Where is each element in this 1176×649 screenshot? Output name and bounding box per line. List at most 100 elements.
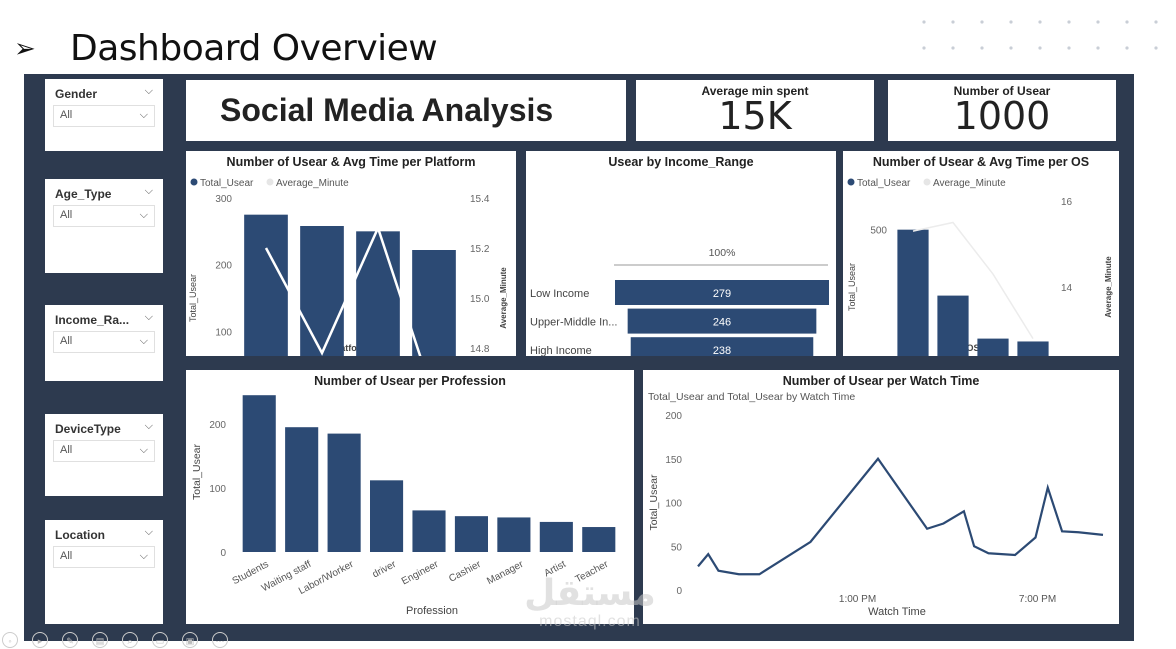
decorative-dot bbox=[951, 46, 955, 50]
chevron-down-icon[interactable]: ⌵ bbox=[144, 85, 153, 97]
pen-icon[interactable]: ✎ bbox=[62, 632, 78, 648]
y-tick-label: 200 bbox=[665, 411, 682, 422]
zoom-icon[interactable]: ⌕ bbox=[122, 632, 138, 648]
kpi-label: Average min spent bbox=[701, 84, 809, 98]
y-tick-label: 300 bbox=[215, 194, 232, 205]
decorative-dot bbox=[1009, 20, 1013, 24]
chevron-down-icon[interactable]: ⌵ bbox=[144, 526, 153, 538]
decorative-dot bbox=[1125, 46, 1129, 50]
slicer-dropdown[interactable]: All ⌵ bbox=[53, 205, 155, 227]
y2-tick-label: 16 bbox=[1061, 197, 1073, 208]
bar bbox=[897, 229, 929, 356]
decorative-dot bbox=[1038, 46, 1042, 50]
decorative-dot bbox=[922, 20, 926, 24]
funnel-value: 238 bbox=[713, 345, 731, 356]
y-tick-label: 150 bbox=[665, 455, 682, 466]
circle-icon[interactable]: ◦ bbox=[2, 632, 18, 648]
slicer-location[interactable]: Location ⌵ All ⌵ bbox=[45, 520, 163, 624]
chevron-down-icon[interactable]: ⌵ bbox=[139, 209, 148, 221]
chart-subtitle: Total_Usear and Total_Usear by Watch Tim… bbox=[648, 391, 855, 403]
legend-marker-avg bbox=[923, 178, 931, 186]
watermark-logo-text: mostaql.com bbox=[539, 613, 641, 630]
slicer-income-range[interactable]: Income_Ra... ⌵ All ⌵ bbox=[45, 305, 163, 381]
y2-tick-label: 15.2 bbox=[470, 244, 490, 255]
slicer-value: All bbox=[60, 550, 73, 562]
bar bbox=[582, 527, 616, 552]
slicer-dropdown[interactable]: All ⌵ bbox=[53, 331, 155, 353]
y-tick-label: 0 bbox=[676, 586, 682, 597]
funnel-bar bbox=[630, 337, 814, 356]
chart-title: Number of Usear & Avg Time per Platform bbox=[226, 155, 476, 169]
chevron-down-icon[interactable]: ⌵ bbox=[139, 550, 148, 562]
funnel-bar bbox=[615, 280, 829, 305]
slicer-dropdown[interactable]: All ⌵ bbox=[53, 440, 155, 462]
camera-icon[interactable]: ▣ bbox=[182, 632, 198, 648]
platform-chart-card[interactable]: Number of Usear & Avg Time per Platform … bbox=[186, 151, 516, 356]
watch-time-chart-card[interactable]: Number of Usear per Watch Time Total_Use… bbox=[643, 370, 1119, 624]
watch-time-line bbox=[697, 456, 1104, 576]
y-tick-label: 100 bbox=[209, 484, 226, 495]
arrow-bullet-icon: ➢ bbox=[14, 34, 36, 64]
slicer-dropdown[interactable]: All ⌵ bbox=[53, 105, 155, 127]
avg-minute-line bbox=[264, 224, 422, 356]
bar bbox=[937, 295, 969, 356]
y-axis-label: Total_Usear bbox=[847, 263, 857, 311]
income-chart-card[interactable]: Usear by Income_Range 100% 279 Low Income 2… bbox=[526, 151, 836, 356]
decorative-dot bbox=[1067, 46, 1071, 50]
funnel-value: 246 bbox=[713, 317, 731, 329]
y-axis-label: Total_Usear bbox=[648, 474, 660, 531]
y-axis-label: Total_Usear bbox=[188, 274, 198, 322]
profession-chart-card[interactable]: Number of Usear per Profession 0 100 200 To… bbox=[186, 370, 634, 624]
platform-combo-chart: Total_UsearAverage_Minute010020030014.61… bbox=[188, 178, 508, 356]
decorative-dots bbox=[922, 20, 1158, 50]
play-icon[interactable]: ▸ bbox=[32, 632, 48, 648]
y-tick-label: 200 bbox=[215, 261, 232, 272]
kpi-label: Number of Usear bbox=[953, 84, 1051, 98]
bar bbox=[370, 480, 404, 552]
bar bbox=[244, 214, 288, 356]
bar bbox=[356, 231, 400, 356]
x-axis-label: Watch Time bbox=[868, 606, 926, 618]
bar bbox=[285, 427, 319, 552]
legend-label: Total_Usear bbox=[200, 178, 254, 189]
decorative-dot bbox=[951, 20, 955, 24]
y-tick-label: 100 bbox=[215, 327, 232, 338]
slicer-title: Location bbox=[55, 528, 105, 542]
slicer-title: Gender bbox=[55, 87, 98, 101]
slides-icon[interactable]: ▤ bbox=[92, 632, 108, 648]
x-tick-label: driver bbox=[371, 559, 399, 581]
subtitles-icon[interactable]: ▭ bbox=[152, 632, 168, 648]
dashboard-canvas: Gender ⌵ All ⌵ Age_Type ⌵ All ⌵ Income_R… bbox=[24, 74, 1134, 641]
kpi-avg-min-card[interactable]: Average min spent 15K bbox=[636, 80, 874, 141]
chevron-down-icon[interactable]: ⌵ bbox=[144, 185, 153, 197]
y2-tick-label: 14 bbox=[1061, 283, 1073, 294]
chevron-down-icon[interactable]: ⌵ bbox=[139, 335, 148, 347]
kpi-users-card[interactable]: Number of Usear 1000 bbox=[888, 80, 1116, 141]
slicer-gender[interactable]: Gender ⌵ All ⌵ bbox=[45, 79, 163, 151]
kpi-value: 1000 bbox=[953, 94, 1051, 138]
bar bbox=[1017, 341, 1049, 356]
x-tick-label: 1:00 PM bbox=[839, 594, 876, 605]
watermark-logo-mark: مستقل bbox=[524, 573, 656, 614]
x-tick-label: Engineer bbox=[400, 559, 441, 588]
slicer-device-type[interactable]: DeviceType ⌵ All ⌵ bbox=[45, 414, 163, 496]
funnel-bar bbox=[627, 308, 817, 334]
watch-time-line-chart: Total_Usear and Total_Usear by Watch Tim… bbox=[648, 391, 1104, 618]
legend-marker-total bbox=[190, 178, 198, 186]
chevron-down-icon[interactable]: ⌵ bbox=[139, 109, 148, 121]
x-tick-label: 7:00 PM bbox=[1019, 594, 1056, 605]
bar bbox=[300, 226, 344, 356]
decorative-dot bbox=[980, 20, 984, 24]
chevron-down-icon[interactable]: ⌵ bbox=[144, 420, 153, 432]
chevron-down-icon[interactable]: ⌵ bbox=[139, 444, 148, 456]
legend-marker-total bbox=[847, 178, 855, 186]
chart-title: Number of Usear per Watch Time bbox=[782, 374, 980, 388]
os-chart-card[interactable]: Number of Usear & Avg Time per OS Total_… bbox=[843, 151, 1119, 356]
funnel-value: 279 bbox=[713, 288, 731, 300]
chevron-down-icon[interactable]: ⌵ bbox=[144, 311, 153, 323]
slicer-age-type[interactable]: Age_Type ⌵ All ⌵ bbox=[45, 179, 163, 273]
funnel-category: High Income bbox=[530, 345, 592, 356]
y2-tick-label: 14.8 bbox=[470, 344, 490, 355]
more-icon[interactable]: ⋯ bbox=[212, 632, 228, 648]
slicer-dropdown[interactable]: All ⌵ bbox=[53, 546, 155, 568]
